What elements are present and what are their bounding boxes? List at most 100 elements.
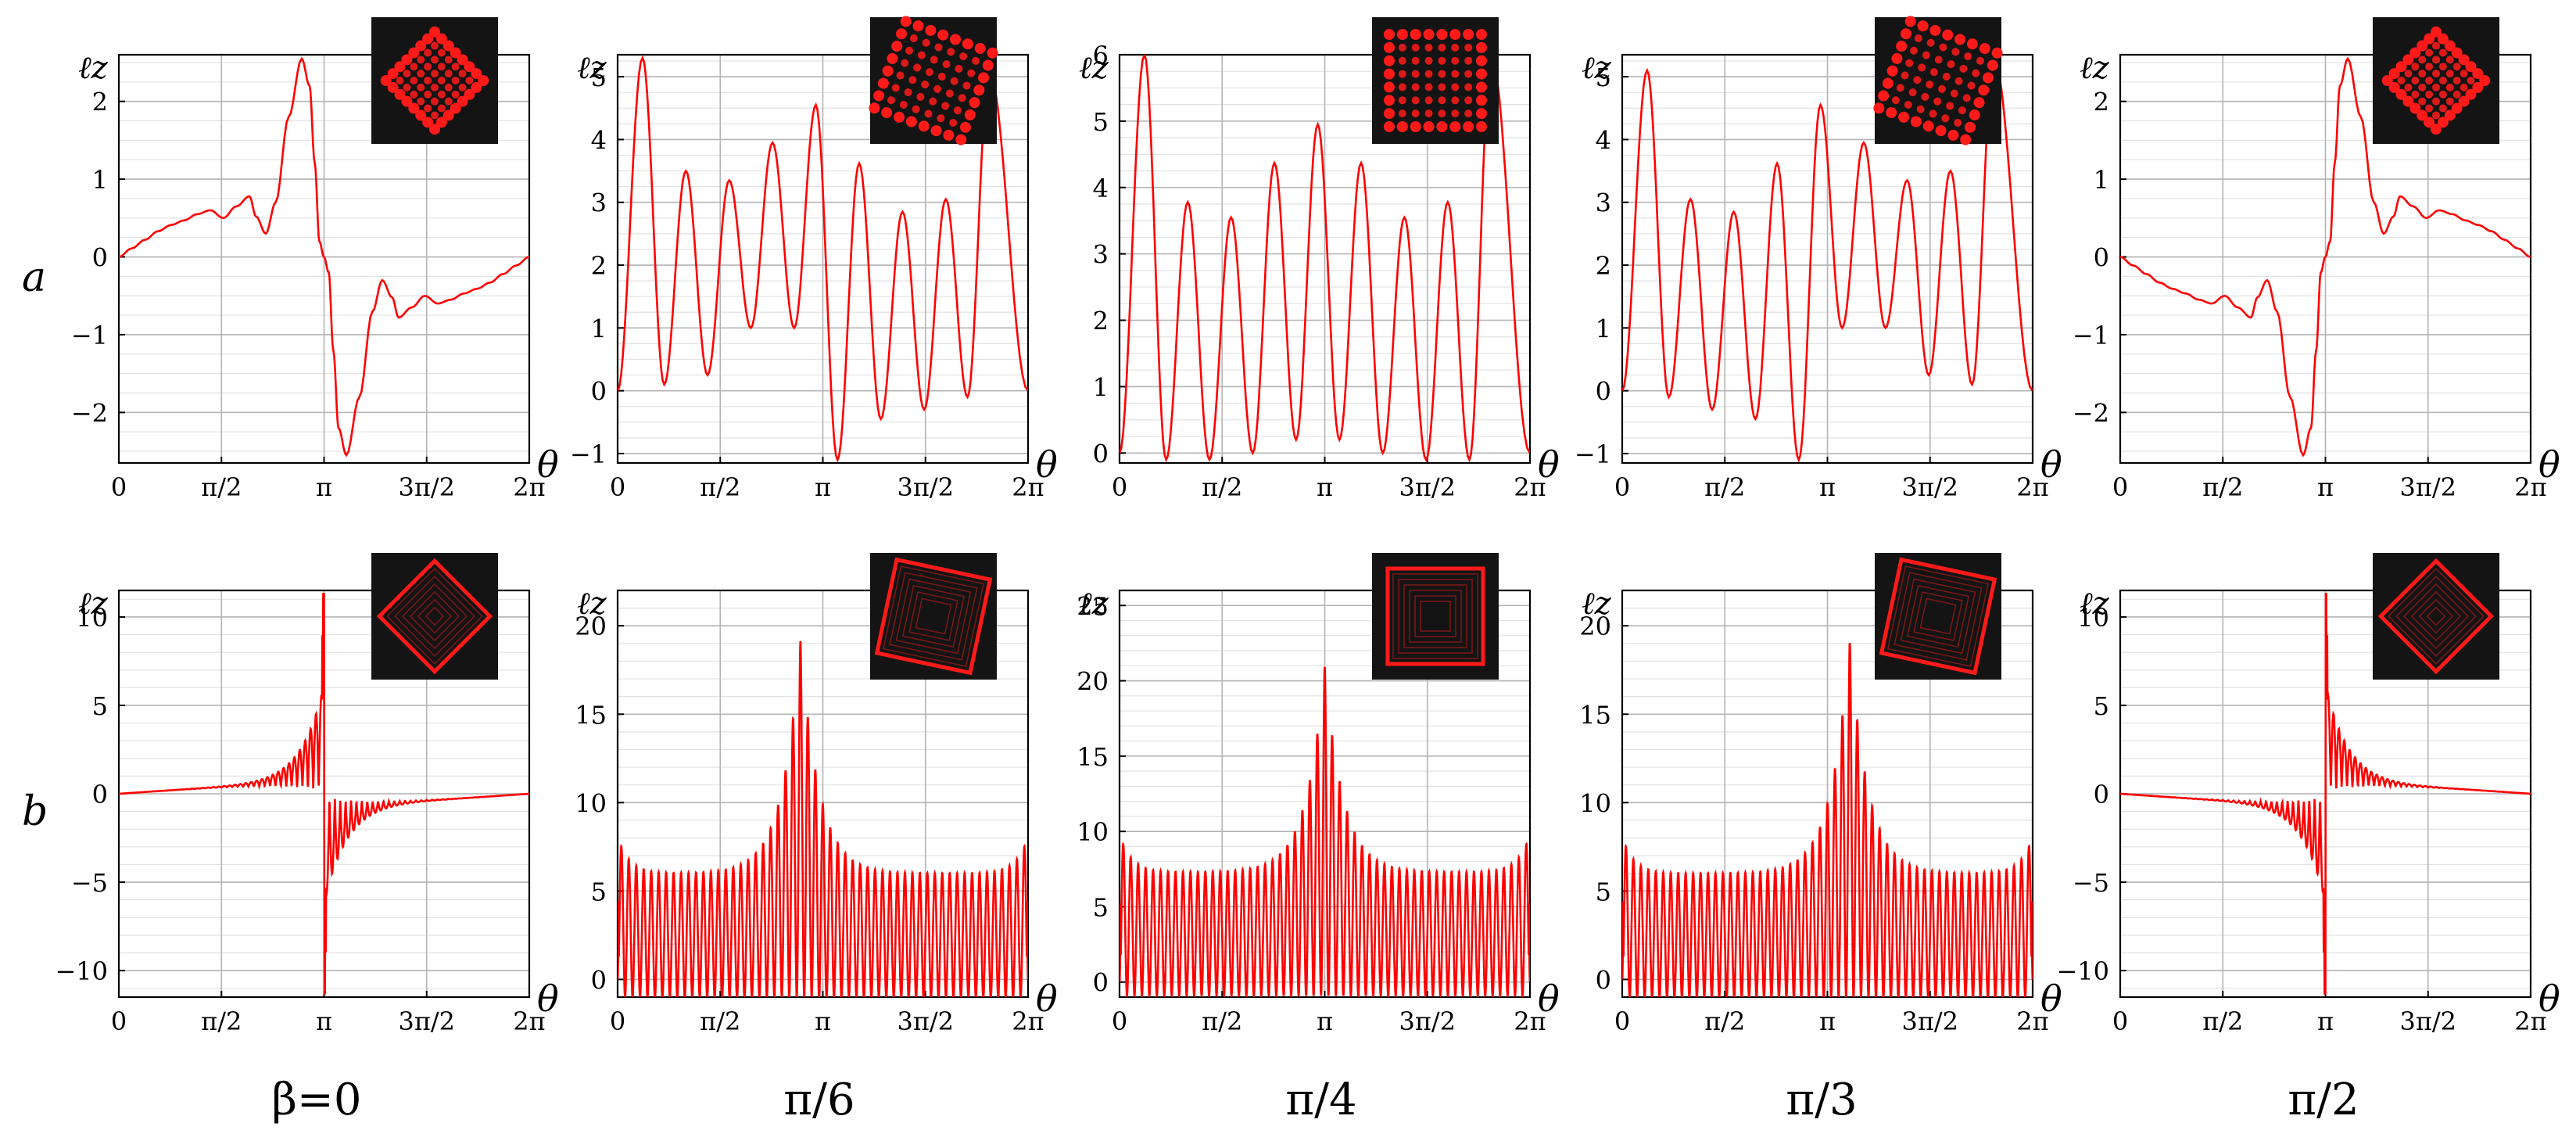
x-axis-name: θ <box>1036 978 1058 1020</box>
y-tick-label: −1 <box>570 440 607 469</box>
lattice-spots <box>1384 29 1487 132</box>
inset-background <box>1372 17 1499 144</box>
x-tick-label: π/2 <box>201 472 242 502</box>
x-tick-label: 2π <box>2016 1006 2048 1036</box>
y-tick-label: 0 <box>1093 439 1109 468</box>
data-series-line <box>2120 56 2531 457</box>
y-tick-label: 0 <box>591 377 607 407</box>
x-tick-label: π <box>815 1006 831 1036</box>
y-tick-label: 2 <box>2094 88 2109 117</box>
inset-intensity-image <box>869 16 998 145</box>
x-axis-name: θ <box>537 443 559 486</box>
y-tick-label: 2 <box>92 88 108 117</box>
data-series-line <box>2120 593 2531 995</box>
x-tick-label: 2π <box>2016 472 2048 502</box>
y-tick-label: 1 <box>591 314 607 343</box>
x-tick-label: π <box>316 1006 332 1036</box>
x-tick-label: π <box>1819 1006 1836 1036</box>
y-tick-label: 0 <box>1093 968 1109 998</box>
x-tick-label: 0 <box>1112 1006 1127 1036</box>
x-tick-label: π/2 <box>1704 472 1745 502</box>
column-label-beta-pi-4: π/4 <box>1285 1075 1356 1125</box>
y-tick-label: 0 <box>92 243 108 273</box>
y-tick-label: 0 <box>1596 965 1611 995</box>
y-tick-label: 0 <box>2094 243 2109 273</box>
frame-pattern <box>1385 566 1485 666</box>
x-tick-label: 2π <box>2514 1006 2546 1036</box>
x-tick-label: π/2 <box>201 1006 242 1036</box>
x-tick-label: π/2 <box>2202 1006 2243 1036</box>
frame-pattern <box>874 557 993 676</box>
y-tick-label: 25 <box>1077 591 1109 621</box>
y-tick-label: 5 <box>1093 107 1109 137</box>
panel-a-3: 0 1 2 3 4 5 6 0 π/2 π 3π/2 2π ℓz θ <box>1079 41 1560 502</box>
x-tick-label: 0 <box>1614 472 1630 502</box>
x-axis-name: θ <box>2040 443 2062 486</box>
inset-intensity-image <box>2373 553 2499 680</box>
x-tick-label: π <box>1317 472 1333 502</box>
inset-background <box>870 17 997 144</box>
inset-intensity-image <box>1372 17 1499 144</box>
inset-intensity-image <box>371 17 498 144</box>
y-tick-label: 4 <box>1093 174 1109 203</box>
y-tick-label: −1 <box>71 321 108 350</box>
x-tick-label: 3π/2 <box>1399 472 1456 502</box>
y-tick-label: 4 <box>1596 125 1611 155</box>
panel-b-5: −10 −5 0 5 10 0 π/2 π 3π/2 2π ℓz θ <box>2056 586 2560 1036</box>
x-tick-label: 2π <box>1012 1006 1044 1036</box>
inset-background <box>1372 553 1499 680</box>
inset-background <box>1875 17 2001 144</box>
x-tick-label: π/2 <box>700 1006 740 1036</box>
y-axis-name: ℓz <box>1079 50 1109 86</box>
x-tick-label: 0 <box>610 1006 625 1036</box>
y-tick-label: 1 <box>2094 165 2109 195</box>
x-tick-label: 2π <box>2514 472 2546 502</box>
y-tick-label: 5 <box>1596 877 1611 906</box>
y-tick-label: −10 <box>55 956 108 986</box>
y-tick-label: 0 <box>2094 780 2109 809</box>
x-tick-label: 0 <box>2112 472 2128 502</box>
y-tick-label: 5 <box>92 691 108 721</box>
y-tick-label: 10 <box>1077 817 1109 847</box>
frame-pattern <box>1879 557 1997 676</box>
y-tick-label: 5 <box>1093 892 1109 922</box>
x-tick-label: 3π/2 <box>1901 1006 1958 1036</box>
frame-pattern <box>2377 558 2495 675</box>
data-series-line <box>119 593 529 995</box>
panel-a-5: −2 −1 0 1 2 0 π/2 π 3π/2 2π ℓz θ <box>2073 50 2560 502</box>
data-series-line <box>1622 642 2033 997</box>
inset-background <box>1875 553 2001 680</box>
x-tick-label: π <box>2317 472 2334 502</box>
y-tick-label: 20 <box>1579 612 1611 641</box>
x-tick-label: 2π <box>1012 472 1044 502</box>
y-tick-label: 5 <box>1596 63 1611 92</box>
y-axis-name: ℓz <box>1582 50 1612 86</box>
x-tick-label: 0 <box>1614 1006 1630 1036</box>
y-tick-label: 15 <box>1077 742 1109 772</box>
inset-intensity-image <box>371 553 498 680</box>
x-axis-name: θ <box>1538 978 1560 1020</box>
x-tick-label: 0 <box>111 472 127 502</box>
y-tick-label: −2 <box>71 398 108 428</box>
y-tick-label: 3 <box>1596 188 1611 218</box>
x-tick-label: 3π/2 <box>398 472 455 502</box>
x-tick-label: 0 <box>2112 1006 2128 1036</box>
y-axis-name: ℓz <box>2080 50 2110 86</box>
column-label-beta-0: β=0 <box>272 1075 362 1125</box>
x-axis-name: θ <box>1538 443 1560 486</box>
column-label-beta-pi-2: π/2 <box>2288 1075 2359 1125</box>
x-tick-label: 2π <box>1514 472 1546 502</box>
x-tick-label: π <box>815 472 831 502</box>
panel-a-1: −2 −1 0 1 2 0 π/2 π 3π/2 2π ℓz θ <box>71 50 559 502</box>
row-label-a: a <box>22 254 46 301</box>
y-tick-label: 5 <box>591 63 607 92</box>
data-series-line <box>1120 55 1530 463</box>
y-axis-name: ℓz <box>78 50 109 86</box>
x-tick-label: 0 <box>1112 472 1127 502</box>
y-axis-name: ℓz <box>2080 586 2110 622</box>
x-axis-name: θ <box>2538 978 2560 1020</box>
x-tick-label: 3π/2 <box>1399 1006 1456 1036</box>
y-tick-label: −5 <box>2073 868 2109 898</box>
y-tick-label: 3 <box>591 188 607 218</box>
inset-intensity-image <box>1372 553 1499 680</box>
